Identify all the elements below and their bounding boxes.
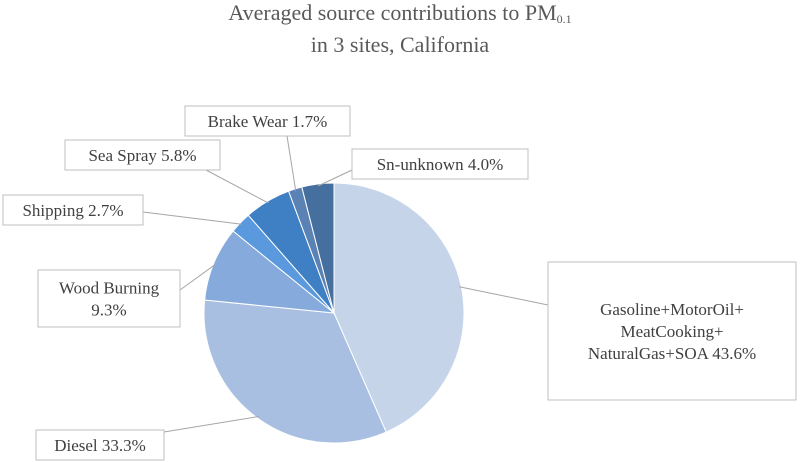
leader-lines	[142, 135, 549, 433]
data-label: Sea Spray 5.8%	[88, 146, 196, 165]
data-label: 9.3%	[91, 301, 126, 320]
chart-title-line-1: Averaged source contributions to PM0.1	[228, 0, 571, 26]
data-label-box	[37, 269, 181, 328]
leader-line	[179, 263, 216, 291]
data-label-box	[351, 148, 529, 180]
leader-line	[142, 211, 242, 225]
leader-line	[163, 416, 259, 433]
chart-title-main: Averaged source contributions to PM	[228, 0, 556, 25]
data-label-box	[35, 429, 165, 461]
leader-line	[205, 169, 269, 204]
data-label-box	[184, 105, 351, 137]
chart-title-subscript: 0.1	[557, 12, 572, 26]
pie-slice-diesel	[203, 299, 387, 444]
data-label: NaturalGas+SOA 43.6%	[588, 344, 756, 363]
data-label: Brake Wear 1.7%	[208, 112, 328, 131]
pie-slices	[203, 182, 465, 444]
pie-slice-sn-unknown	[301, 182, 335, 314]
data-label: Shipping 2.7%	[22, 201, 123, 220]
leader-line	[286, 135, 297, 191]
data-labels: Gasoline+MotorOil+ MeatCooking+ NaturalGas…	[2, 105, 797, 461]
pie-slice-gasoline-motoroil-meatcooking-naturalgas-soa	[333, 182, 465, 433]
data-label-box	[2, 194, 144, 226]
data-label-box	[64, 139, 221, 171]
data-label: Sn-unknown 4.0%	[377, 155, 504, 174]
data-label: Diesel 33.3%	[54, 436, 146, 455]
data-label: Gasoline+MotorOil+	[600, 300, 744, 319]
data-label: MeatCooking+	[620, 322, 723, 341]
data-label-box	[547, 261, 797, 401]
chart-title-line-2: in 3 sites, California	[311, 32, 490, 57]
leader-line	[317, 169, 353, 187]
leader-line	[459, 286, 549, 306]
data-label: Wood Burning	[59, 279, 160, 298]
